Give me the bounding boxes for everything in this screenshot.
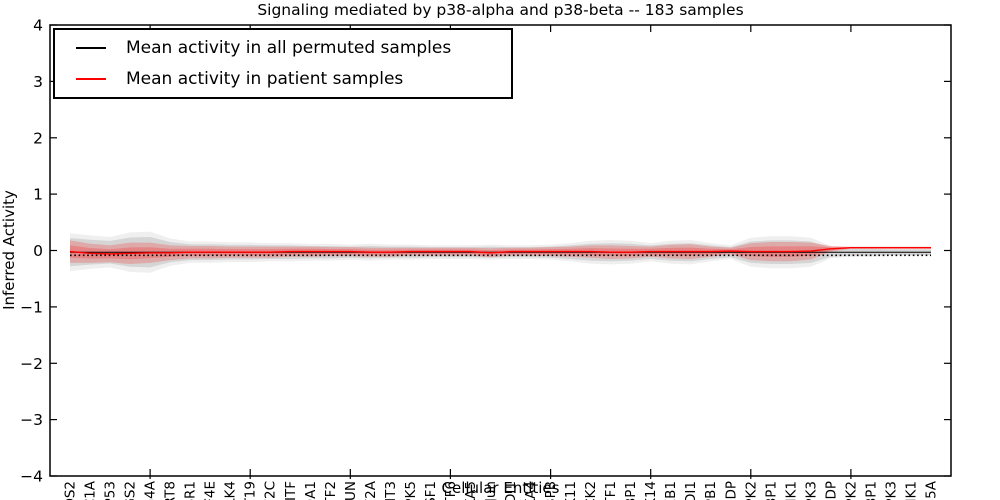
x-tick-label: HSPB1 xyxy=(703,481,719,500)
x-tick-label: p38alpha-beta/MAPKAPK3 xyxy=(803,481,819,500)
y-tick-label: 1 xyxy=(33,186,43,204)
x-tick-label: RPS6KA4 xyxy=(523,481,539,500)
y-tick-label: 4 xyxy=(33,17,43,35)
x-tick-label: MAPK11 xyxy=(563,481,579,500)
x-tick-label: ATF2 xyxy=(323,481,339,500)
y-axis-title: Inferred Activity xyxy=(0,190,18,310)
x-tick-label: KRT8 xyxy=(163,481,179,500)
x-tick-label: PPARGC1A xyxy=(83,480,99,500)
x-tick-label: RAB5A xyxy=(924,480,940,500)
x-tick-label: mol:GDP xyxy=(723,481,739,500)
x-tick-label: EIF4EBP1 xyxy=(623,481,639,500)
x-tick-label: ATF6 xyxy=(443,481,459,500)
x-tick-label: EIF4E xyxy=(203,481,219,500)
x-tick-label: MEF2C xyxy=(263,481,279,500)
x-tick-label: MAPKAPK5 xyxy=(403,481,419,500)
legend-label-patient: Mean activity in patient samples xyxy=(126,69,404,89)
black-line-swatch xyxy=(76,47,106,49)
legend-label-permuted: Mean activity in all permuted samples xyxy=(126,38,452,58)
x-tick-label: RAB5/GDP/GDI1 xyxy=(683,481,699,500)
x-tick-label: MAPK14 xyxy=(643,481,659,500)
x-tick-label: MEF2A xyxy=(363,480,379,500)
x-tick-label: TP53 xyxy=(103,481,119,500)
x-tick-label: ATF2/c-Jun xyxy=(483,481,499,500)
x-axis-title: Cellular Entities xyxy=(441,479,560,497)
y-tick-label: −4 xyxy=(20,468,43,486)
y-tick-label: −3 xyxy=(20,411,43,429)
x-tick-label: DDIT3 xyxy=(383,481,399,500)
legend-box: Mean activity in all permuted samples Me… xyxy=(53,28,513,99)
x-tick-label: ELK4 xyxy=(223,481,239,500)
x-tick-label: p38alpha-beta/MNK1 xyxy=(783,481,799,500)
x-tick-label: USF1 xyxy=(423,481,439,500)
chart-title: Signaling mediated by p38-alpha and p38-… xyxy=(257,1,744,19)
x-tick-label: NOS2 xyxy=(63,481,79,500)
x-tick-label: MKNK1 xyxy=(904,481,920,500)
y-tick-label: 2 xyxy=(33,129,43,147)
x-tick-label: MAPKAPK3 xyxy=(883,481,899,500)
x-tick-label: RAB5/GDP xyxy=(823,481,839,500)
y-tick-label: −1 xyxy=(20,298,43,316)
x-tick-label: RPS6KA5 xyxy=(463,481,479,500)
legend-entry-patient: Mean activity in patient samples xyxy=(55,65,511,94)
x-tick-label: p38alpha-beta/CK2 xyxy=(583,481,599,500)
x-tick-label: MAPKAPK2 xyxy=(843,481,859,500)
x-tick-label: PLA2G4A xyxy=(143,480,159,500)
x-tick-label: GDI1 xyxy=(503,481,519,500)
x-tick-label: p38alpha-beta/HBP1 xyxy=(763,481,779,500)
red-line-swatch xyxy=(76,78,106,80)
x-tick-label: ATF1 xyxy=(603,481,619,500)
x-tick-label: HBP1 xyxy=(863,481,879,500)
patient-mean-line xyxy=(69,246,931,255)
x-tick-label: CREB1 xyxy=(663,481,679,500)
x-tick-label: CEBPB xyxy=(543,481,559,500)
x-tick-label: p38alpha-beta/MAPKAPK2 xyxy=(743,481,759,500)
y-tick-label: 3 xyxy=(33,73,43,91)
x-tick-label: JUN xyxy=(343,481,359,500)
legend-entry-permuted: Mean activity in all permuted samples xyxy=(55,34,511,63)
x-tick-label: KRT19 xyxy=(243,481,259,500)
x-tick-label: MITF xyxy=(283,481,299,500)
x-tick-label: ESR1 xyxy=(183,481,199,500)
x-tick-label: PTGS2 xyxy=(123,481,139,500)
x-tick-label: SLC9A1 xyxy=(303,481,319,500)
y-tick-label: −2 xyxy=(20,355,43,373)
y-tick-label: 0 xyxy=(33,242,43,260)
